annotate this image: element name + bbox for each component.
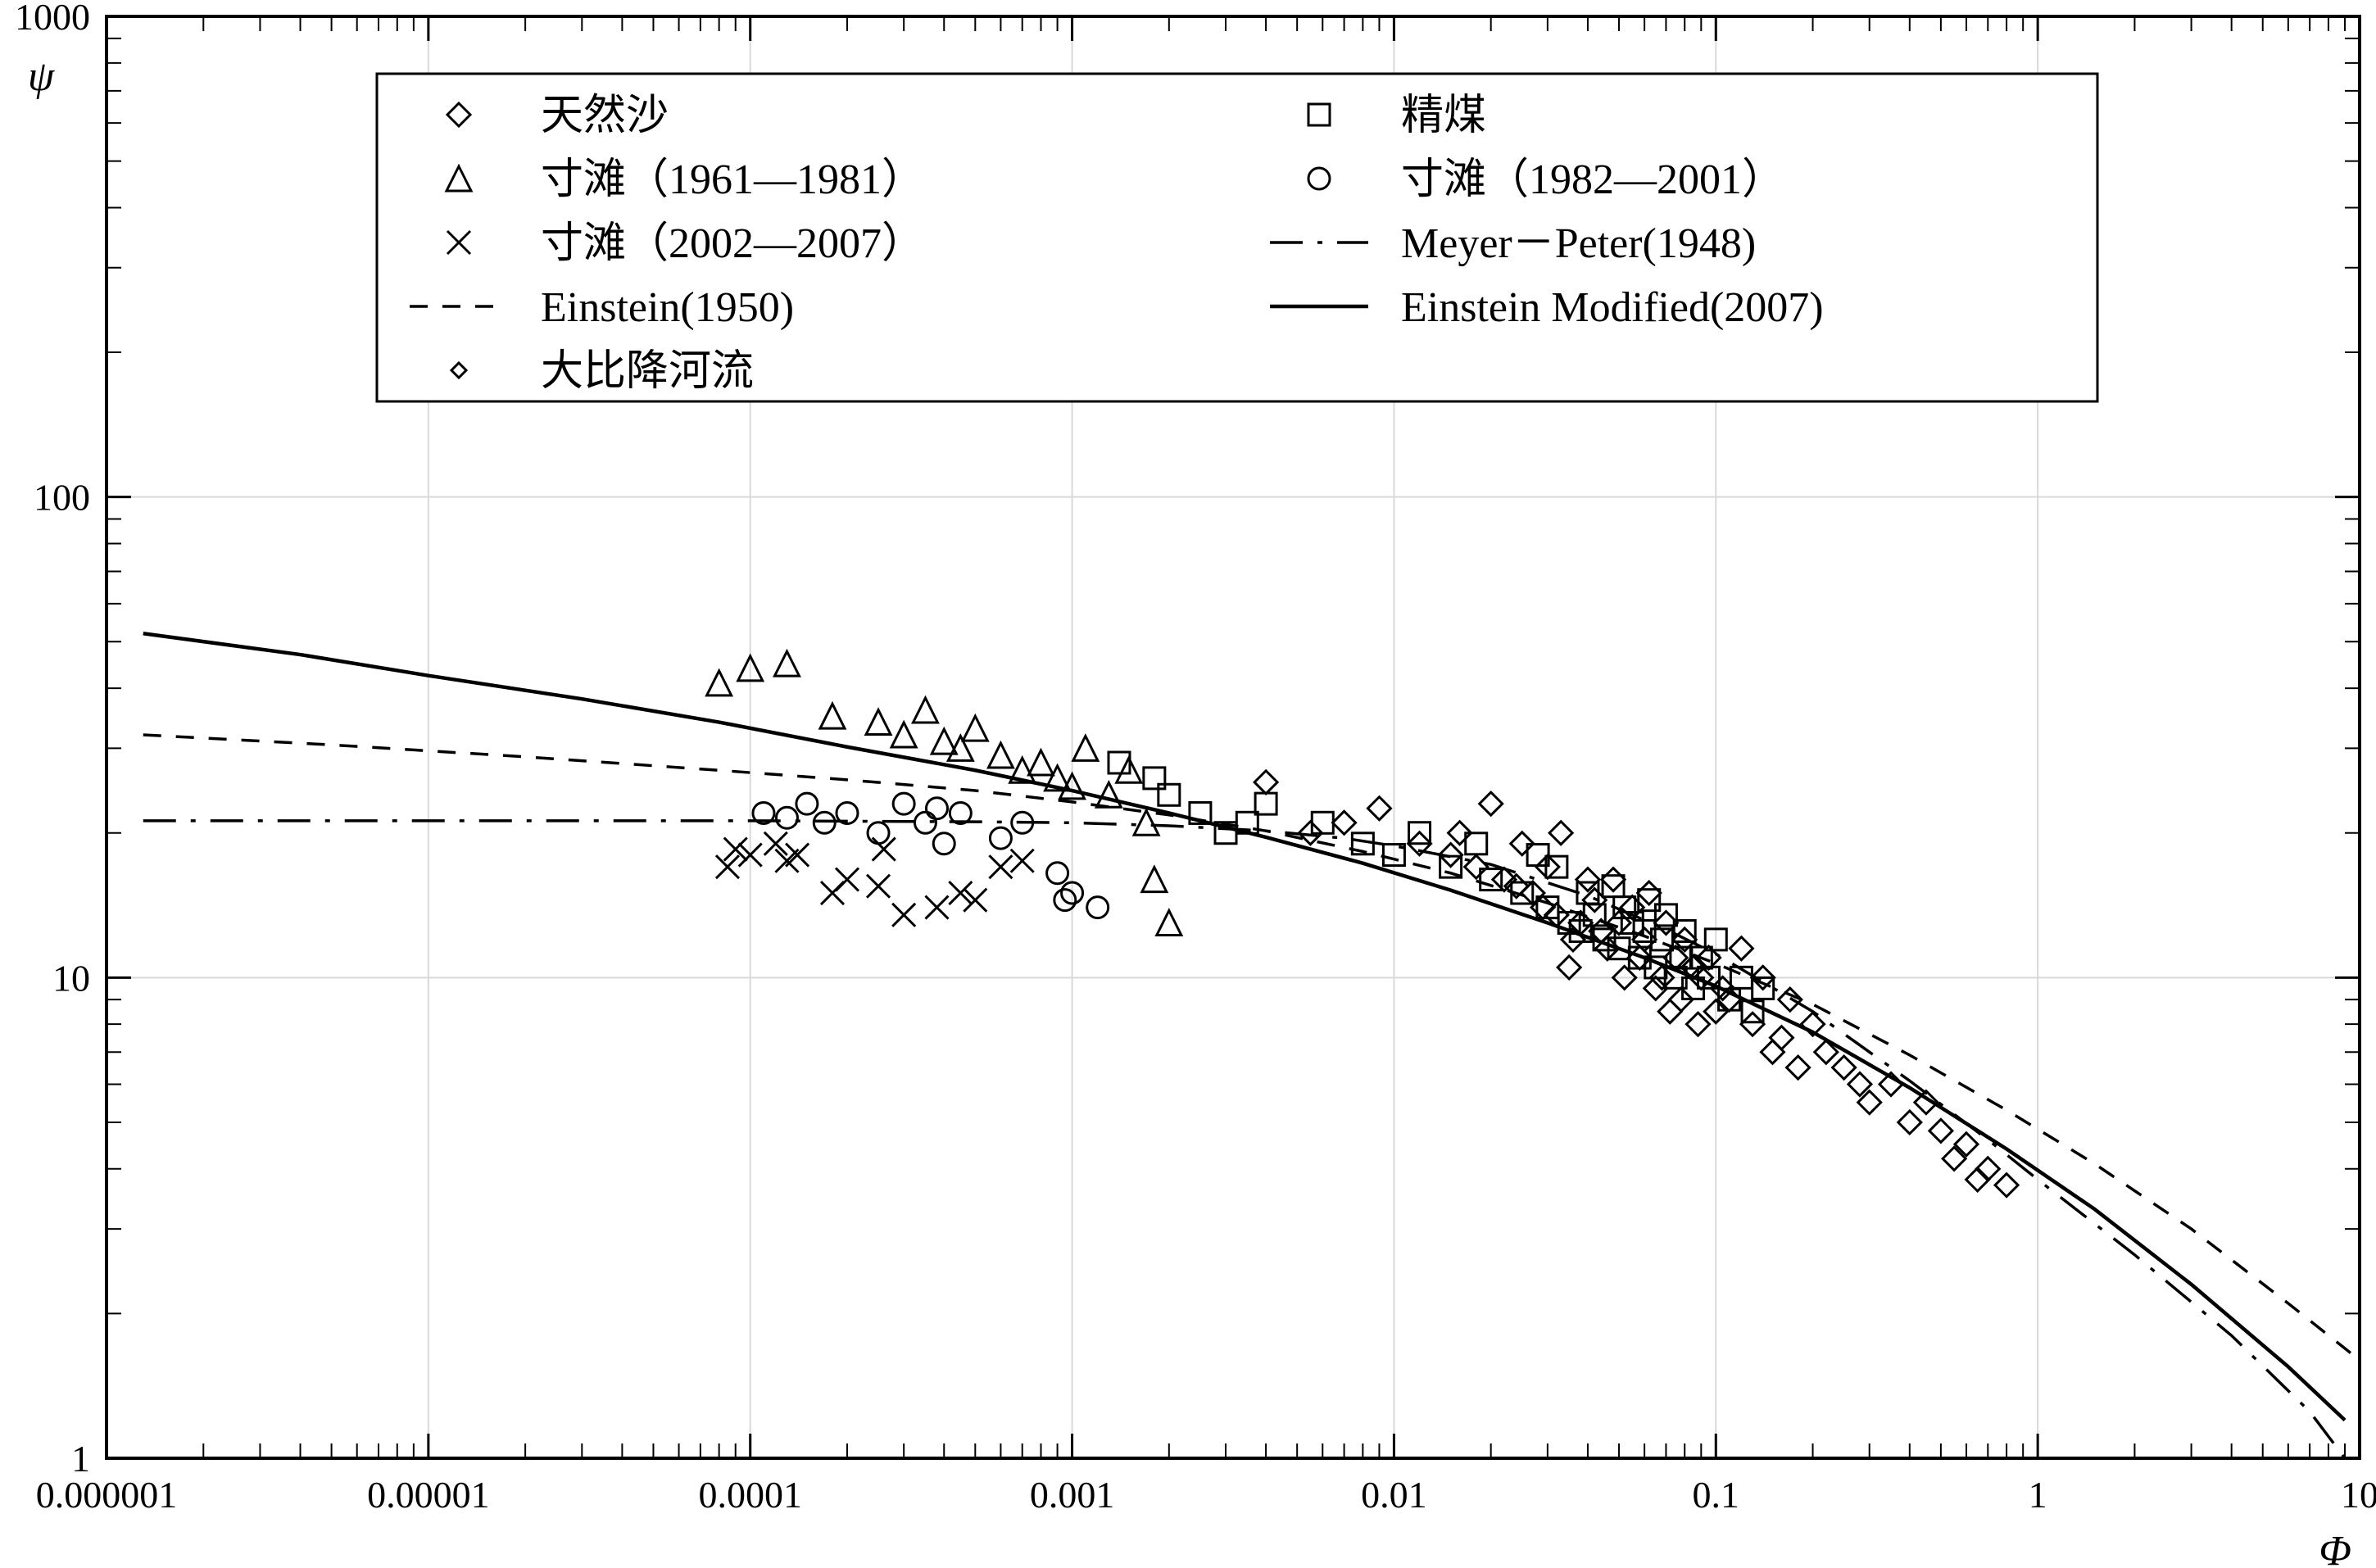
y-axis-label: ψ: [28, 53, 56, 100]
x-tick-label: 1: [2029, 1474, 2047, 1516]
x-axis-label: Φ: [2319, 1528, 2351, 1568]
x-tick-label: 0.001: [1030, 1474, 1115, 1516]
y-tick-label: 1000: [15, 0, 90, 38]
legend-label: 天然沙: [541, 93, 669, 139]
x-tick-label: 0.00001: [367, 1474, 490, 1516]
legend-label: Meyer－Peter(1948): [1401, 220, 1756, 267]
legend-label: Einstein(1950): [541, 284, 794, 331]
chart-container: 0.000001 0.00001 0.0001 0.001 0.01 0.1 1 10 1 10 1…: [0, 0, 2376, 1568]
y-tick-label: 100: [34, 477, 90, 519]
legend-label: 大比降河流: [541, 348, 754, 395]
legend-label: 寸滩（2002—2007）: [541, 220, 924, 267]
y-tick-label: 1: [71, 1438, 90, 1480]
legend-label: Einstein Modified(2007): [1401, 284, 1824, 331]
legend-label: 精煤: [1401, 93, 1486, 139]
x-tick-label: 0.000001: [36, 1474, 178, 1516]
y-tick-label: 10: [52, 957, 90, 999]
x-tick-label: 0.01: [1361, 1474, 1427, 1516]
legend-label: 寸滩（1982—2001）: [1401, 156, 1784, 203]
legend: 天然沙 精煤寸滩（1961—1981） 寸滩（1982—2001） 寸滩（2002—2…: [377, 74, 2097, 401]
x-tick-label: 10: [2341, 1474, 2376, 1516]
chart-svg: 0.000001 0.00001 0.0001 0.001 0.01 0.1 1 10 1 10 1…: [0, 0, 2376, 1568]
x-tick-label: 0.1: [1693, 1474, 1740, 1516]
legend-label: 寸滩（1961—1981）: [541, 156, 924, 203]
x-tick-label: 0.0001: [698, 1474, 802, 1516]
